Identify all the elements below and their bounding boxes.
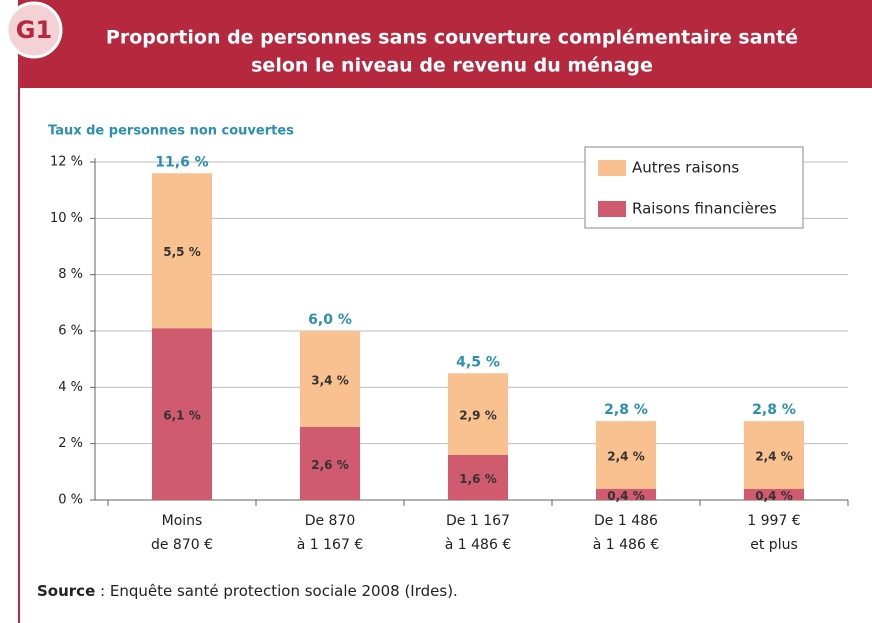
x-tick-label: à 1 486 € <box>593 537 659 553</box>
y-tick-label: 2 % <box>58 436 83 451</box>
x-tick-label: de 870 € <box>151 537 213 553</box>
x-tick-label: De 1 486 <box>594 513 658 529</box>
total-label: 6,0 % <box>308 312 352 328</box>
bar-segment <box>448 373 508 455</box>
bar-segment <box>596 421 656 489</box>
bar-segment <box>152 173 212 329</box>
x-tick-label: 1 997 € <box>747 513 800 529</box>
bar-segment <box>448 454 508 500</box>
y-tick-label: 8 % <box>58 267 83 282</box>
value-label: 3,4 % <box>311 373 348 387</box>
value-label: 2,4 % <box>755 449 792 463</box>
bar-segment <box>596 488 656 500</box>
x-tick-label: à 1 167 € <box>297 537 363 553</box>
legend-swatch <box>598 160 626 176</box>
figure-badge <box>5 1 63 59</box>
y-tick-label: 0 % <box>58 493 83 508</box>
total-label: 2,8 % <box>604 402 648 418</box>
value-label: 5,5 % <box>163 245 200 259</box>
value-label: 2,4 % <box>607 449 644 463</box>
bar-segment <box>744 488 804 500</box>
y-axis-label: Taux de personnes non couvertes <box>48 124 294 139</box>
y-tick-label: 12 % <box>50 155 83 170</box>
value-label: 1,6 % <box>459 472 496 486</box>
bar-segment <box>300 426 360 500</box>
legend-label: Autres raisons <box>632 159 739 177</box>
y-tick-label: 10 % <box>50 211 83 226</box>
x-tick-label: à 1 486 € <box>445 537 511 553</box>
value-label: 2,6 % <box>311 458 348 472</box>
value-label: 0,4 % <box>755 489 792 503</box>
figure-label: G1 <box>16 16 52 44</box>
total-label: 11,6 % <box>155 154 208 170</box>
y-tick-label: 6 % <box>58 324 83 339</box>
x-tick-label: De 870 <box>305 513 356 529</box>
bar-segment <box>152 328 212 500</box>
y-tick-label: 4 % <box>58 380 83 395</box>
source-label: Source <box>37 582 95 600</box>
chart-title: selon le niveau de revenu du ménage <box>251 55 653 77</box>
bar-segment <box>744 421 804 489</box>
header-band <box>18 0 872 88</box>
legend-label: Raisons financières <box>632 200 777 218</box>
total-label: 2,8 % <box>752 402 796 418</box>
x-tick-label: et plus <box>750 537 798 553</box>
total-label: 4,5 % <box>456 354 500 370</box>
value-label: 2,9 % <box>459 409 496 423</box>
chart-title: Proportion de personnes sans couverture … <box>106 27 798 49</box>
x-tick-label: De 1 167 <box>446 513 510 529</box>
bar-segment <box>300 331 360 427</box>
source-text: : Enquête santé protection sociale 2008 … <box>95 582 458 600</box>
value-label: 6,1 % <box>163 409 200 423</box>
legend-swatch <box>598 201 626 217</box>
source: Source : Enquête santé protection social… <box>37 582 458 600</box>
x-tick-label: Moins <box>162 513 203 529</box>
value-label: 0,4 % <box>607 489 644 503</box>
